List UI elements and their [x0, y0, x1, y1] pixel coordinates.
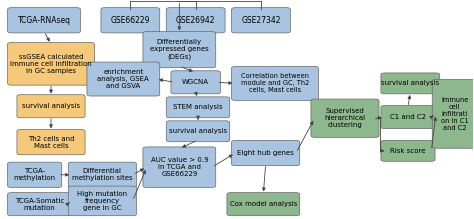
Text: AUC value > 0.9
in TCGA and
GSE66229: AUC value > 0.9 in TCGA and GSE66229: [151, 157, 208, 177]
FancyBboxPatch shape: [311, 99, 379, 137]
FancyBboxPatch shape: [381, 140, 435, 161]
Text: Th2 cells and
Mast cells: Th2 cells and Mast cells: [28, 136, 74, 149]
FancyBboxPatch shape: [166, 8, 225, 33]
Text: survival analysis: survival analysis: [169, 128, 227, 134]
FancyBboxPatch shape: [232, 66, 319, 100]
Text: STEM analysis: STEM analysis: [173, 104, 223, 110]
Text: survival analysis: survival analysis: [381, 80, 439, 86]
FancyBboxPatch shape: [8, 162, 62, 187]
FancyBboxPatch shape: [17, 95, 85, 118]
Text: Differential
methylation sites: Differential methylation sites: [72, 168, 133, 181]
FancyBboxPatch shape: [166, 97, 230, 118]
Text: Correlation between
module and GC, Th2
cells, Mast cells: Correlation between module and GC, Th2 c…: [241, 73, 309, 93]
Text: enrichment
analysis, GSEA
and GSVA: enrichment analysis, GSEA and GSVA: [98, 69, 149, 89]
FancyBboxPatch shape: [143, 32, 216, 68]
FancyBboxPatch shape: [432, 79, 474, 148]
FancyBboxPatch shape: [87, 62, 160, 96]
Text: Immune
cell
infiltrati
on in C1
and C2: Immune cell infiltrati on in C1 and C2: [441, 97, 468, 131]
FancyBboxPatch shape: [17, 129, 85, 155]
FancyBboxPatch shape: [8, 193, 71, 216]
Text: Differentially
expressed genes
(DEGs): Differentially expressed genes (DEGs): [150, 39, 209, 60]
Text: GSE27342: GSE27342: [241, 16, 281, 25]
Text: survival analysis: survival analysis: [22, 103, 80, 109]
FancyBboxPatch shape: [232, 140, 300, 166]
FancyBboxPatch shape: [8, 42, 94, 85]
FancyBboxPatch shape: [68, 186, 137, 216]
Text: High mutation
frequency
gene in GC: High mutation frequency gene in GC: [77, 191, 128, 211]
Text: TCGA-Somatic
mutation: TCGA-Somatic mutation: [15, 198, 64, 211]
Text: C1 and C2: C1 and C2: [390, 114, 426, 120]
FancyBboxPatch shape: [166, 121, 230, 142]
FancyBboxPatch shape: [143, 147, 216, 187]
FancyBboxPatch shape: [68, 162, 137, 187]
FancyBboxPatch shape: [381, 73, 440, 94]
FancyBboxPatch shape: [227, 193, 300, 216]
Text: GSE66229: GSE66229: [110, 16, 150, 25]
Text: GSE26942: GSE26942: [176, 16, 215, 25]
Text: WGCNA: WGCNA: [182, 79, 209, 85]
FancyBboxPatch shape: [381, 106, 435, 129]
Text: Eight hub genes: Eight hub genes: [237, 150, 294, 156]
Text: TCGA-
methylation: TCGA- methylation: [14, 168, 56, 181]
Text: Cox model analysis: Cox model analysis: [229, 201, 297, 207]
Text: Supervised
hierarchical
clustering: Supervised hierarchical clustering: [324, 108, 365, 128]
Text: Risk score: Risk score: [390, 148, 426, 154]
FancyBboxPatch shape: [8, 8, 81, 33]
FancyBboxPatch shape: [232, 8, 291, 33]
FancyBboxPatch shape: [101, 8, 160, 33]
Text: TCGA-RNAseq: TCGA-RNAseq: [18, 16, 71, 25]
Text: ssGSEA calculated
Immune cell infiltration
in GC samples: ssGSEA calculated Immune cell infiltrati…: [10, 54, 92, 74]
FancyBboxPatch shape: [171, 71, 220, 94]
